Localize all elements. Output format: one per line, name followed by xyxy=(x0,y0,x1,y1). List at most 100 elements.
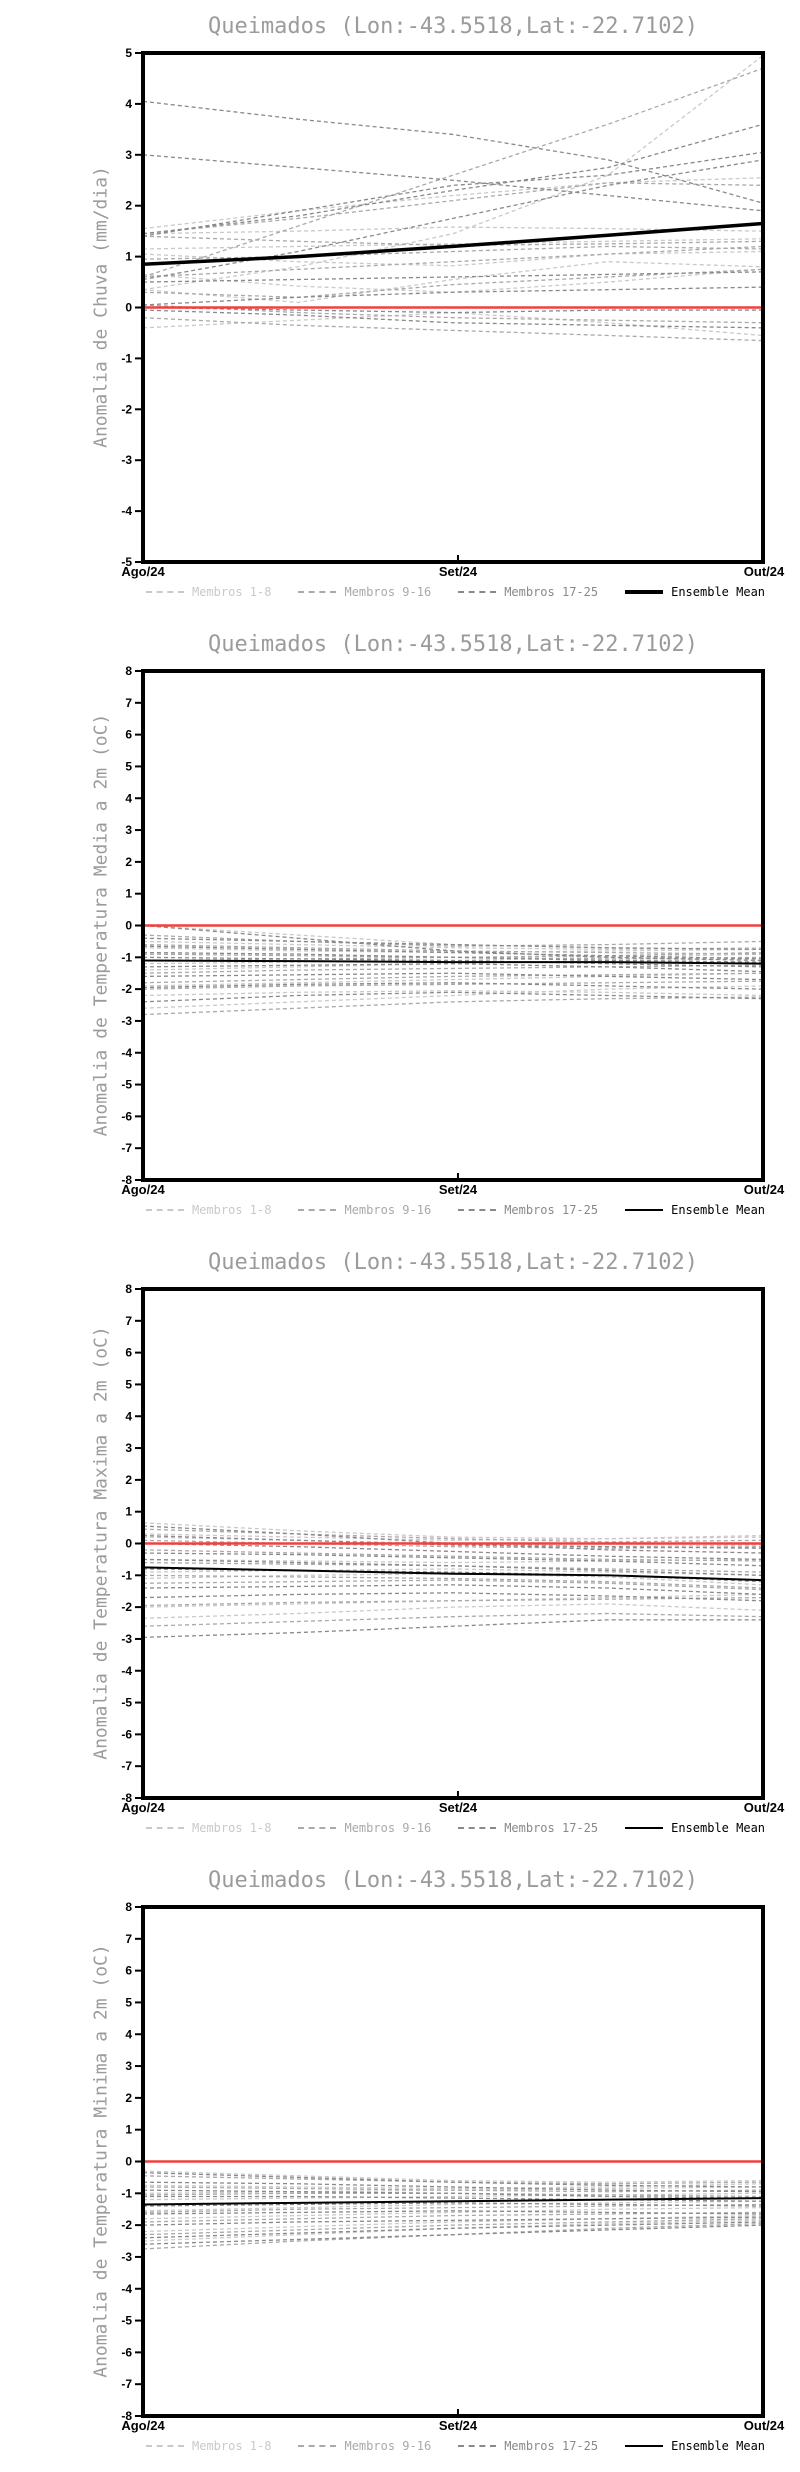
y-tick-label: -7 xyxy=(121,2377,132,2391)
y-tick-label: 3 xyxy=(125,1441,132,1455)
x-tick-label: Out/24 xyxy=(743,564,785,579)
solid-line-sample-icon xyxy=(625,590,664,594)
y-tick-label: -5 xyxy=(121,555,132,569)
legend-label: Membros 17-25 xyxy=(504,2439,599,2453)
chart-title: Queimados (Lon:-43.5518,Lat:-22.7102) xyxy=(207,1250,699,1275)
legend-label: Membros 1-8 xyxy=(192,1821,272,1835)
legend-item: Ensemble Mean xyxy=(625,585,765,599)
dashed-line-sample-icon xyxy=(146,1827,184,1829)
dashed-line-sample-icon xyxy=(298,1209,337,1211)
y-tick-label: -1 xyxy=(121,950,132,964)
x-tick-label: Out/24 xyxy=(743,1800,785,1815)
legend: Membros 1-8 Membros 9-16 Membros 17-25 E… xyxy=(146,2439,800,2453)
legend-item: Membros 17-25 xyxy=(458,2439,598,2453)
legend-item: Ensemble Mean xyxy=(625,1203,765,1217)
legend-item: Membros 17-25 xyxy=(458,585,598,599)
legend-label: Membros 1-8 xyxy=(192,585,272,599)
x-tick-label: Out/24 xyxy=(743,2418,785,2433)
y-tick-label: -2 xyxy=(121,982,132,996)
solid-line-sample-icon xyxy=(625,1827,664,1829)
y-tick-label: 3 xyxy=(125,2059,132,2073)
legend-item: Membros 9-16 xyxy=(298,585,431,599)
x-tick-label: Ago/24 xyxy=(121,1800,165,1815)
y-tick-label: 4 xyxy=(125,97,132,111)
x-tick-label: Ago/24 xyxy=(121,2418,165,2433)
legend-label: Membros 17-25 xyxy=(504,1203,599,1217)
y-tick-label: 7 xyxy=(125,696,132,710)
legend-label: Membros 9-16 xyxy=(344,2439,432,2453)
y-tick-label: 8 xyxy=(125,1282,132,1296)
legend-item: Membros 1-8 xyxy=(146,1821,271,1835)
y-tick-label: 1 xyxy=(125,1505,132,1519)
y-tick-label: -2 xyxy=(121,402,132,416)
y-tick-label: 3 xyxy=(125,148,132,162)
y-tick-label: -3 xyxy=(121,453,132,467)
y-tick-label: -2 xyxy=(121,1600,132,1614)
y-tick-label: 1 xyxy=(125,2123,132,2137)
y-tick-label: -1 xyxy=(121,1568,132,1582)
x-tick-label: Set/24 xyxy=(438,564,478,579)
dashed-line-sample-icon xyxy=(146,1209,184,1211)
legend-item: Membros 17-25 xyxy=(458,1821,598,1835)
dashed-line-sample-icon xyxy=(458,1209,497,1211)
legend-item: Membros 1-8 xyxy=(146,1203,271,1217)
y-tick-label: -8 xyxy=(121,1173,132,1187)
legend-item: Membros 1-8 xyxy=(146,2439,271,2453)
y-tick-label: 3 xyxy=(125,823,132,837)
legend-label: Membros 17-25 xyxy=(504,585,599,599)
legend-item: Membros 1-8 xyxy=(146,585,271,599)
x-tick-label: Set/24 xyxy=(438,1800,478,1815)
dashed-line-sample-icon xyxy=(146,2445,184,2447)
legend-label: Ensemble Mean xyxy=(671,1821,766,1835)
legend-label: Ensemble Mean xyxy=(671,585,766,599)
plot-area: 8 7 6 5 4 3 2 1 0 -1 -2 -3 -4 -5 -6 -7 -8 xyxy=(121,1282,765,1805)
y-tick-label: 5 xyxy=(125,1377,132,1391)
y-tick-label: -4 xyxy=(121,2282,132,2296)
legend: Membros 1-8 Membros 9-16 Membros 17-25 E… xyxy=(146,1821,800,1835)
y-tick-label: -8 xyxy=(121,1791,132,1805)
legend-label: Membros 9-16 xyxy=(344,1821,432,1835)
y-tick-label: -6 xyxy=(121,2345,132,2359)
y-tick-label: 6 xyxy=(125,1964,132,1978)
y-tick-label: 1 xyxy=(125,887,132,901)
y-tick-label: -4 xyxy=(121,1664,132,1678)
y-tick-label: 2 xyxy=(125,2091,132,2105)
chart-title: Queimados (Lon:-43.5518,Lat:-22.7102) xyxy=(207,1868,699,1893)
dashed-line-sample-icon xyxy=(298,1827,337,1829)
legend: Membros 1-8 Membros 9-16 Membros 17-25 E… xyxy=(146,1203,800,1217)
y-tick-label: -6 xyxy=(121,1109,132,1123)
plot-area: 5 4 3 2 1 0 -1 -2 -3 -4 -5 xyxy=(121,46,765,569)
y-tick-label: 5 xyxy=(125,46,132,60)
chart-block-temp-media: Queimados (Lon:-43.5518,Lat:-22.7102) An… xyxy=(0,618,800,1236)
dashed-line-sample-icon xyxy=(458,1827,497,1829)
y-tick-label: -5 xyxy=(121,1696,132,1710)
y-tick-label: -4 xyxy=(121,504,132,518)
x-tick-label: Set/24 xyxy=(438,1182,478,1197)
y-tick-label: 0 xyxy=(125,2155,132,2169)
y-tick-label: -4 xyxy=(121,1046,132,1060)
y-tick-label: -6 xyxy=(121,1727,132,1741)
y-tick-label: 7 xyxy=(125,1314,132,1328)
y-tick-label: 8 xyxy=(125,664,132,678)
y-tick-label: 1 xyxy=(125,250,132,264)
dashed-line-sample-icon xyxy=(458,2445,497,2447)
dashed-line-sample-icon xyxy=(458,591,497,593)
chart-block-temp-maxima: Queimados (Lon:-43.5518,Lat:-22.7102) An… xyxy=(0,1236,800,1854)
dashed-line-sample-icon xyxy=(146,591,184,593)
legend-label: Membros 9-16 xyxy=(344,585,432,599)
legend-item: Ensemble Mean xyxy=(625,2439,765,2453)
y-tick-label: 4 xyxy=(125,791,132,805)
chart-block-chuva: Queimados (Lon:-43.5518,Lat:-22.7102) An… xyxy=(0,0,800,618)
y-tick-label: 2 xyxy=(125,1473,132,1487)
y-tick-label: 4 xyxy=(125,1409,132,1423)
legend-label: Ensemble Mean xyxy=(671,2439,766,2453)
chart-title: Queimados (Lon:-43.5518,Lat:-22.7102) xyxy=(207,14,699,39)
y-tick-label: -1 xyxy=(121,2186,132,2200)
y-tick-label: -2 xyxy=(121,2218,132,2232)
y-tick-label: 5 xyxy=(125,759,132,773)
solid-line-sample-icon xyxy=(625,2445,664,2447)
legend-label: Membros 1-8 xyxy=(192,2439,272,2453)
x-tick-label: Set/24 xyxy=(438,2418,478,2433)
plot-area: 8 7 6 5 4 3 2 1 0 -1 -2 -3 -4 -5 -6 -7 -8 xyxy=(121,664,765,1187)
y-tick-label: -7 xyxy=(121,1759,132,1773)
